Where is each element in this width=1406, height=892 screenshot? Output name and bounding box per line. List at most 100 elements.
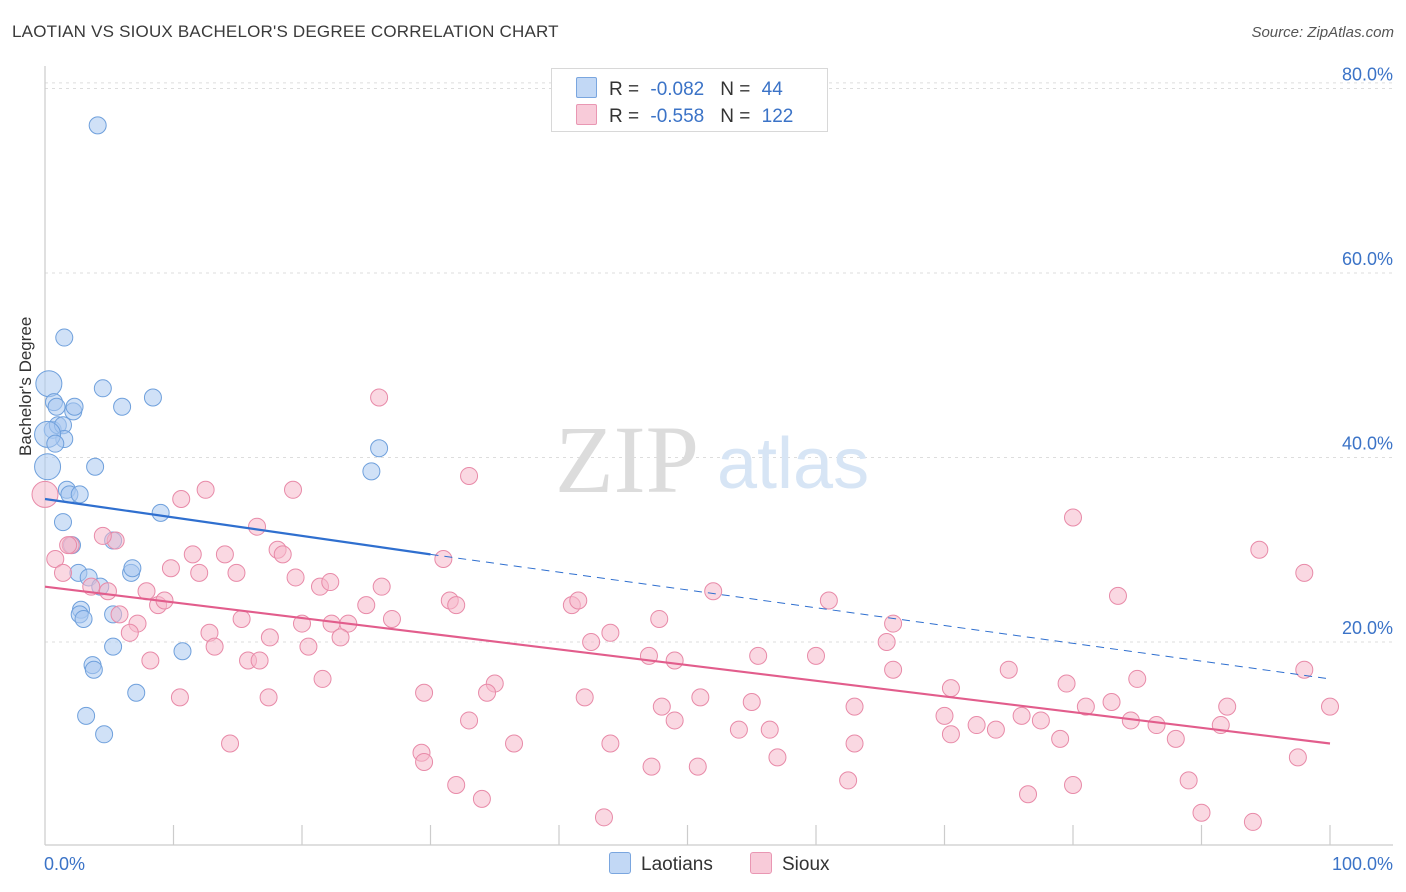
laotians-legend-icon: [609, 852, 631, 874]
laotians-point: [93, 379, 112, 398]
x-tick-label-min: 0.0%: [44, 854, 85, 874]
sioux-point: [1243, 812, 1262, 831]
sioux-point: [941, 679, 960, 698]
sioux-point: [652, 697, 671, 716]
sioux-point: [1295, 660, 1314, 679]
sioux-point: [742, 692, 761, 711]
sioux-point: [286, 568, 305, 587]
sioux-point: [650, 609, 669, 628]
sioux-point: [704, 582, 723, 601]
y-tick-label: 80.0%: [1342, 64, 1393, 84]
sioux-point: [382, 609, 401, 628]
legend-row-laotians: R = -0.082 N = 44: [576, 77, 789, 100]
sioux-legend-label: Sioux: [782, 854, 830, 875]
sioux-point: [190, 563, 209, 582]
sioux-point: [845, 697, 864, 716]
sioux-point: [760, 720, 779, 739]
sioux-point: [1179, 771, 1198, 790]
sioux-swatch-icon: [576, 104, 597, 125]
y-tick-label: 40.0%: [1342, 434, 1393, 454]
laotians-point: [55, 328, 74, 347]
y-axis-label: Bachelor's Degree: [16, 316, 35, 456]
sioux-point: [299, 637, 318, 656]
sioux-point: [141, 651, 160, 670]
legend-n-value: 44: [761, 79, 783, 100]
sioux-point: [98, 582, 117, 601]
sioux-point: [691, 688, 710, 707]
sioux-point: [59, 536, 78, 555]
trend-layer: [44, 497, 1331, 745]
bottom-legend-sioux[interactable]: Sioux: [750, 852, 830, 876]
correlation-legend: R = -0.082 N = 44 R = -0.558 N = 122: [551, 68, 828, 132]
laotians-swatch-icon: [576, 77, 597, 98]
sioux-point: [601, 623, 620, 642]
sioux-point: [447, 776, 466, 795]
sioux-point: [1147, 716, 1166, 735]
sioux-point: [161, 559, 180, 578]
legend-r-value: -0.082: [650, 79, 705, 100]
sioux-point: [232, 609, 251, 628]
sioux-point: [1218, 697, 1237, 716]
x-tick-label-max: 100.0%: [1332, 854, 1393, 874]
sioux-point: [1192, 803, 1211, 822]
laotians-trend-extension: [430, 553, 1331, 680]
sioux-point: [196, 480, 215, 499]
sioux-point: [260, 628, 279, 647]
sioux-point: [372, 577, 391, 596]
sioux-point: [807, 646, 825, 665]
sioux-point: [1012, 706, 1031, 725]
legend-r-label: R =: [609, 106, 645, 127]
sioux-point: [986, 720, 1005, 739]
chart-title: LAOTIAN VS SIOUX BACHELOR'S DEGREE CORRE…: [12, 22, 559, 41]
sioux-point: [1019, 785, 1038, 804]
sioux-point: [999, 660, 1018, 679]
sioux-point: [284, 480, 303, 499]
sioux-point: [1076, 697, 1095, 716]
sioux-point: [93, 526, 112, 545]
sioux-point: [31, 480, 59, 508]
sioux-point: [1108, 586, 1127, 605]
sioux-point: [434, 549, 453, 568]
y-tick-label: 60.0%: [1342, 249, 1393, 269]
sioux-point: [749, 646, 768, 665]
sioux-point: [569, 591, 588, 610]
laotians-point: [173, 642, 192, 661]
laotians-point: [34, 453, 62, 481]
laotians-point: [88, 116, 107, 135]
sioux-point: [1321, 697, 1339, 716]
sioux-point: [415, 683, 434, 702]
source-label: Source: ZipAtlas.com: [1251, 24, 1394, 41]
bottom-legend-laotians[interactable]: Laotians: [609, 852, 713, 876]
laotians-point: [104, 637, 123, 656]
sioux-point: [415, 752, 434, 771]
sioux-point: [845, 734, 864, 753]
sioux-point: [1128, 669, 1147, 688]
laotians-point: [86, 457, 105, 476]
laotians-point: [143, 388, 162, 407]
laotians-legend-label: Laotians: [641, 854, 713, 875]
sioux-point: [768, 748, 787, 767]
legend-n-label: N =: [720, 79, 756, 100]
laotians-point: [362, 462, 381, 481]
laotians-point: [65, 397, 84, 416]
sioux-point: [273, 545, 292, 564]
sioux-point: [46, 549, 65, 568]
sioux-point: [478, 683, 497, 702]
sioux-point: [250, 651, 269, 670]
sioux-point: [594, 808, 613, 827]
laotians-point: [77, 706, 96, 725]
laotians-point: [84, 660, 103, 679]
laotians-point: [74, 609, 93, 628]
sioux-point: [120, 623, 139, 642]
sioux-point: [1288, 748, 1307, 767]
sioux-point: [1102, 692, 1121, 711]
laotians-point: [370, 439, 389, 458]
sioux-point: [1064, 508, 1082, 527]
laotians-point: [127, 683, 146, 702]
sioux-point: [248, 517, 267, 536]
watermark-zip: ZIP: [555, 406, 699, 513]
laotians-trend-line: [44, 497, 431, 556]
y-tick-label: 20.0%: [1342, 618, 1393, 638]
sioux-point: [221, 734, 240, 753]
